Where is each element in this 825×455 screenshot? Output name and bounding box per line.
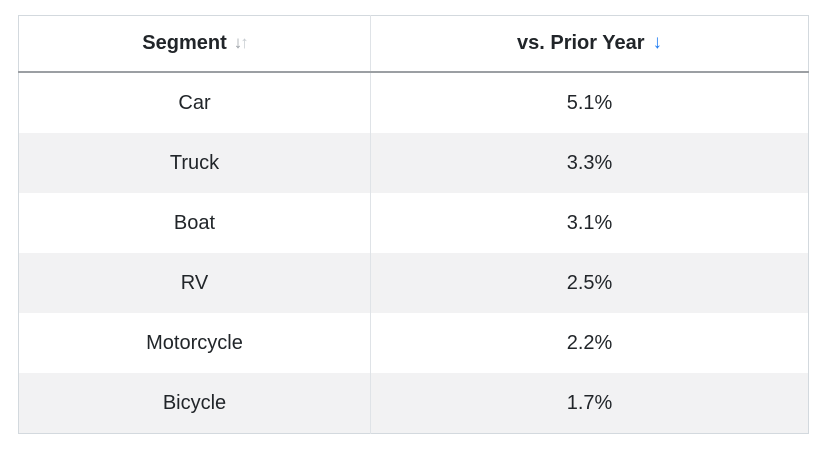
sort-descending-icon: ↓ <box>233 33 242 52</box>
sort-ascending-icon: ↑ <box>240 33 248 52</box>
value-cell: 1.7% <box>370 373 809 434</box>
segment-cell: RV <box>18 253 371 313</box>
sort-icons: ↓↑ <box>233 33 249 53</box>
table-row: Truck 3.3% <box>18 133 809 193</box>
value-cell: 3.1% <box>370 193 809 253</box>
value-cell: 3.3% <box>370 133 809 193</box>
table-row: RV 2.5% <box>18 253 809 313</box>
table-row: Boat 3.1% <box>18 193 809 253</box>
table-row: Car 5.1% <box>18 72 809 133</box>
sort-active-descending-icon: ↓ <box>652 32 663 53</box>
table-container: Segment ↓↑ vs. Prior Year ↓ Car 5.1% Truck… <box>18 15 809 434</box>
table-row: Motorcycle 2.2% <box>18 313 809 373</box>
data-table: Segment ↓↑ vs. Prior Year ↓ Car 5.1% Truck… <box>18 15 809 434</box>
value-cell: 5.1% <box>370 72 809 133</box>
value-cell: 2.2% <box>370 313 809 373</box>
table-row: Bicycle 1.7% <box>18 373 809 434</box>
segment-cell: Boat <box>18 193 371 253</box>
column-header-segment[interactable]: Segment ↓↑ <box>18 15 371 73</box>
table-header-row: Segment ↓↑ vs. Prior Year ↓ <box>18 15 809 73</box>
segment-cell: Motorcycle <box>18 313 371 373</box>
column-header-prior-year-label: vs. Prior Year <box>517 32 645 54</box>
column-header-prior-year[interactable]: vs. Prior Year ↓ <box>370 15 809 73</box>
column-header-segment-label: Segment <box>142 32 227 54</box>
segment-cell: Car <box>18 72 371 133</box>
value-cell: 2.5% <box>370 253 809 313</box>
segment-cell: Truck <box>18 133 371 193</box>
segment-cell: Bicycle <box>18 373 371 434</box>
